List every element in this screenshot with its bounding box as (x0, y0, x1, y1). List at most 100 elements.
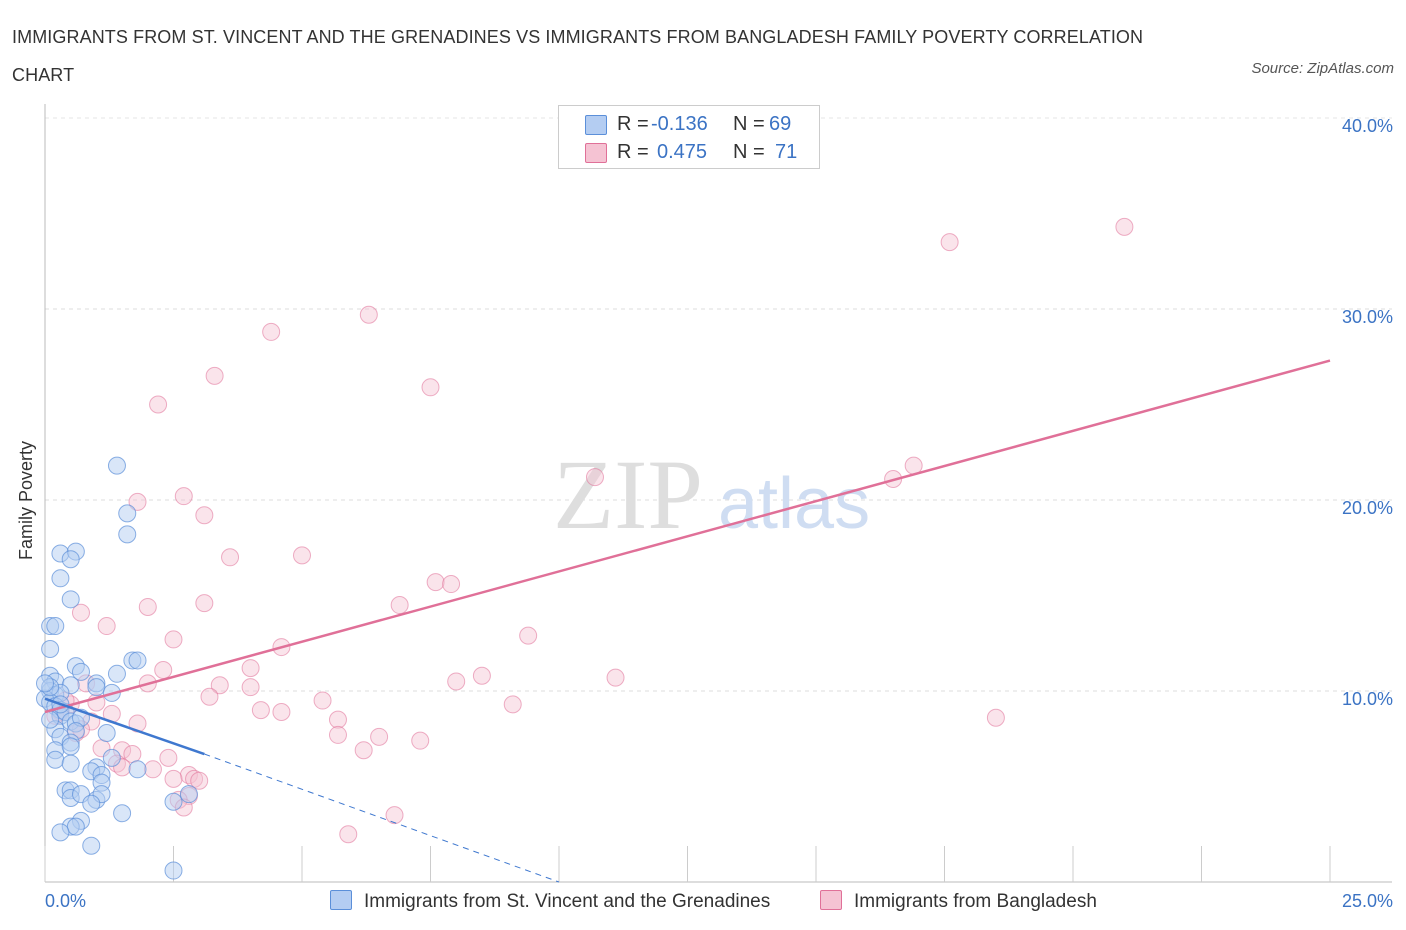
data-point-bangladesh (97, 617, 116, 636)
x-tick-label: 25.0% (1342, 891, 1393, 911)
data-point-bangladesh (447, 672, 466, 691)
y-tick-label: 30.0% (1342, 307, 1393, 327)
data-point-svg (107, 456, 126, 475)
data-point-bangladesh (940, 233, 959, 252)
data-point-bangladesh (154, 660, 173, 679)
data-point-bangladesh (519, 626, 538, 645)
legend-n-label: N = (733, 141, 765, 163)
legend-n-value: 71 (775, 141, 798, 163)
data-point-bangladesh (313, 691, 332, 710)
data-point-svg (128, 651, 147, 670)
data-point-bangladesh (390, 596, 409, 615)
data-point-bangladesh (262, 322, 281, 341)
data-point-svg (128, 760, 147, 779)
data-point-bangladesh (138, 597, 157, 616)
data-point-bangladesh (205, 366, 224, 385)
source-label: Source: ZipAtlas.com (1251, 60, 1394, 77)
chart-title: IMMIGRANTS FROM ST. VINCENT AND THE GREN… (12, 27, 1144, 85)
data-point-bangladesh (1115, 217, 1134, 236)
legend-swatch-pink (585, 143, 607, 163)
legend-r-label: R = (617, 141, 649, 163)
data-point-svg (61, 754, 80, 773)
data-point-bangladesh (986, 708, 1005, 727)
bottom-legend-label: Immigrants from Bangladesh (854, 891, 1097, 912)
data-point-bangladesh (251, 701, 270, 720)
data-point-bangladesh (143, 760, 162, 779)
bottom-legend-swatch-blue (330, 890, 352, 910)
data-point-bangladesh (385, 806, 404, 825)
data-point-svg (41, 639, 60, 658)
tick-labels: 10.0% 20.0% 30.0% 40.0% 0.0% 25.0% (45, 116, 1393, 911)
data-point-bangladesh (503, 695, 522, 714)
y-tick-label: 40.0% (1342, 116, 1393, 136)
data-point-bangladesh (164, 630, 183, 649)
data-point-bangladesh (210, 676, 229, 695)
bottom-legend-item-bangladesh: Immigrants from Bangladesh (820, 888, 1097, 916)
data-point-svg (102, 748, 121, 767)
data-point-bangladesh (293, 546, 311, 565)
trend-line-svg (44, 697, 205, 756)
data-point-bangladesh (370, 727, 389, 746)
data-point-bangladesh (442, 575, 461, 594)
data-point-svg (164, 861, 183, 880)
data-point-bangladesh (149, 395, 168, 414)
data-point-svg (61, 550, 80, 569)
gridlines (45, 117, 1392, 692)
data-point-svg (36, 674, 54, 693)
data-point-bangladesh (606, 668, 625, 687)
bottom-legend-label: Immigrants from St. Vincent and the Gren… (364, 891, 771, 912)
data-point-svg (82, 794, 101, 813)
data-point-svg (118, 525, 137, 544)
axes (44, 104, 1392, 883)
correlation-legend: R = -0.136 N = 69 R = 0.475 N = 71 (558, 105, 820, 169)
x-tick-label: 0.0% (45, 891, 86, 911)
trend-line-bangladesh (44, 359, 1331, 714)
legend-swatch-blue (585, 115, 607, 135)
data-point-bangladesh (328, 710, 347, 729)
data-point-bangladesh (241, 659, 260, 678)
data-point-svg (51, 823, 70, 842)
data-point-bangladesh (339, 825, 358, 844)
data-point-bangladesh (190, 771, 209, 790)
data-point-svg (113, 804, 132, 823)
data-point-bangladesh (200, 687, 219, 706)
y-tick-label: 10.0% (1342, 689, 1393, 709)
data-point-bangladesh (272, 703, 291, 722)
data-point-bangladesh (426, 573, 445, 592)
data-point-bangladesh (195, 594, 214, 613)
y-tick-label: 20.0% (1342, 498, 1393, 518)
data-point-svg (118, 504, 137, 523)
data-point-svg (71, 662, 90, 681)
data-point-bangladesh (411, 731, 430, 750)
trend-line-svg-extrapolated (204, 753, 560, 883)
data-point-bangladesh (585, 468, 604, 487)
data-point-svg (61, 590, 80, 609)
data-point-svg (51, 569, 70, 588)
data-point-bangladesh (359, 305, 378, 324)
data-point-bangladesh (174, 487, 193, 506)
data-point-svg (61, 737, 80, 756)
data-point-svg (164, 792, 183, 811)
data-point-bangladesh (421, 378, 440, 397)
data-point-bangladesh (354, 741, 373, 760)
data-point-svg (107, 664, 126, 683)
data-point-svg (66, 817, 85, 836)
data-point-bangladesh (159, 748, 178, 767)
data-point-svg (97, 724, 116, 743)
data-point-svg (41, 710, 60, 729)
data-point-bangladesh (164, 769, 183, 788)
data-point-bangladesh (128, 492, 147, 511)
watermark-zip: ZIP (553, 439, 703, 550)
trend-lines (44, 359, 1331, 883)
watermark-atlas: atlas (718, 464, 870, 544)
data-point-svg (46, 750, 65, 769)
data-point-svg (82, 836, 101, 855)
data-point-svg (179, 785, 198, 804)
data-point-bangladesh (71, 603, 90, 622)
data-point-bangladesh (195, 506, 214, 525)
series-svg-points (36, 456, 198, 880)
legend-r-value: -0.136 (651, 113, 708, 135)
bottom-legend-swatch-pink (820, 890, 842, 910)
data-point-svg (87, 678, 106, 697)
